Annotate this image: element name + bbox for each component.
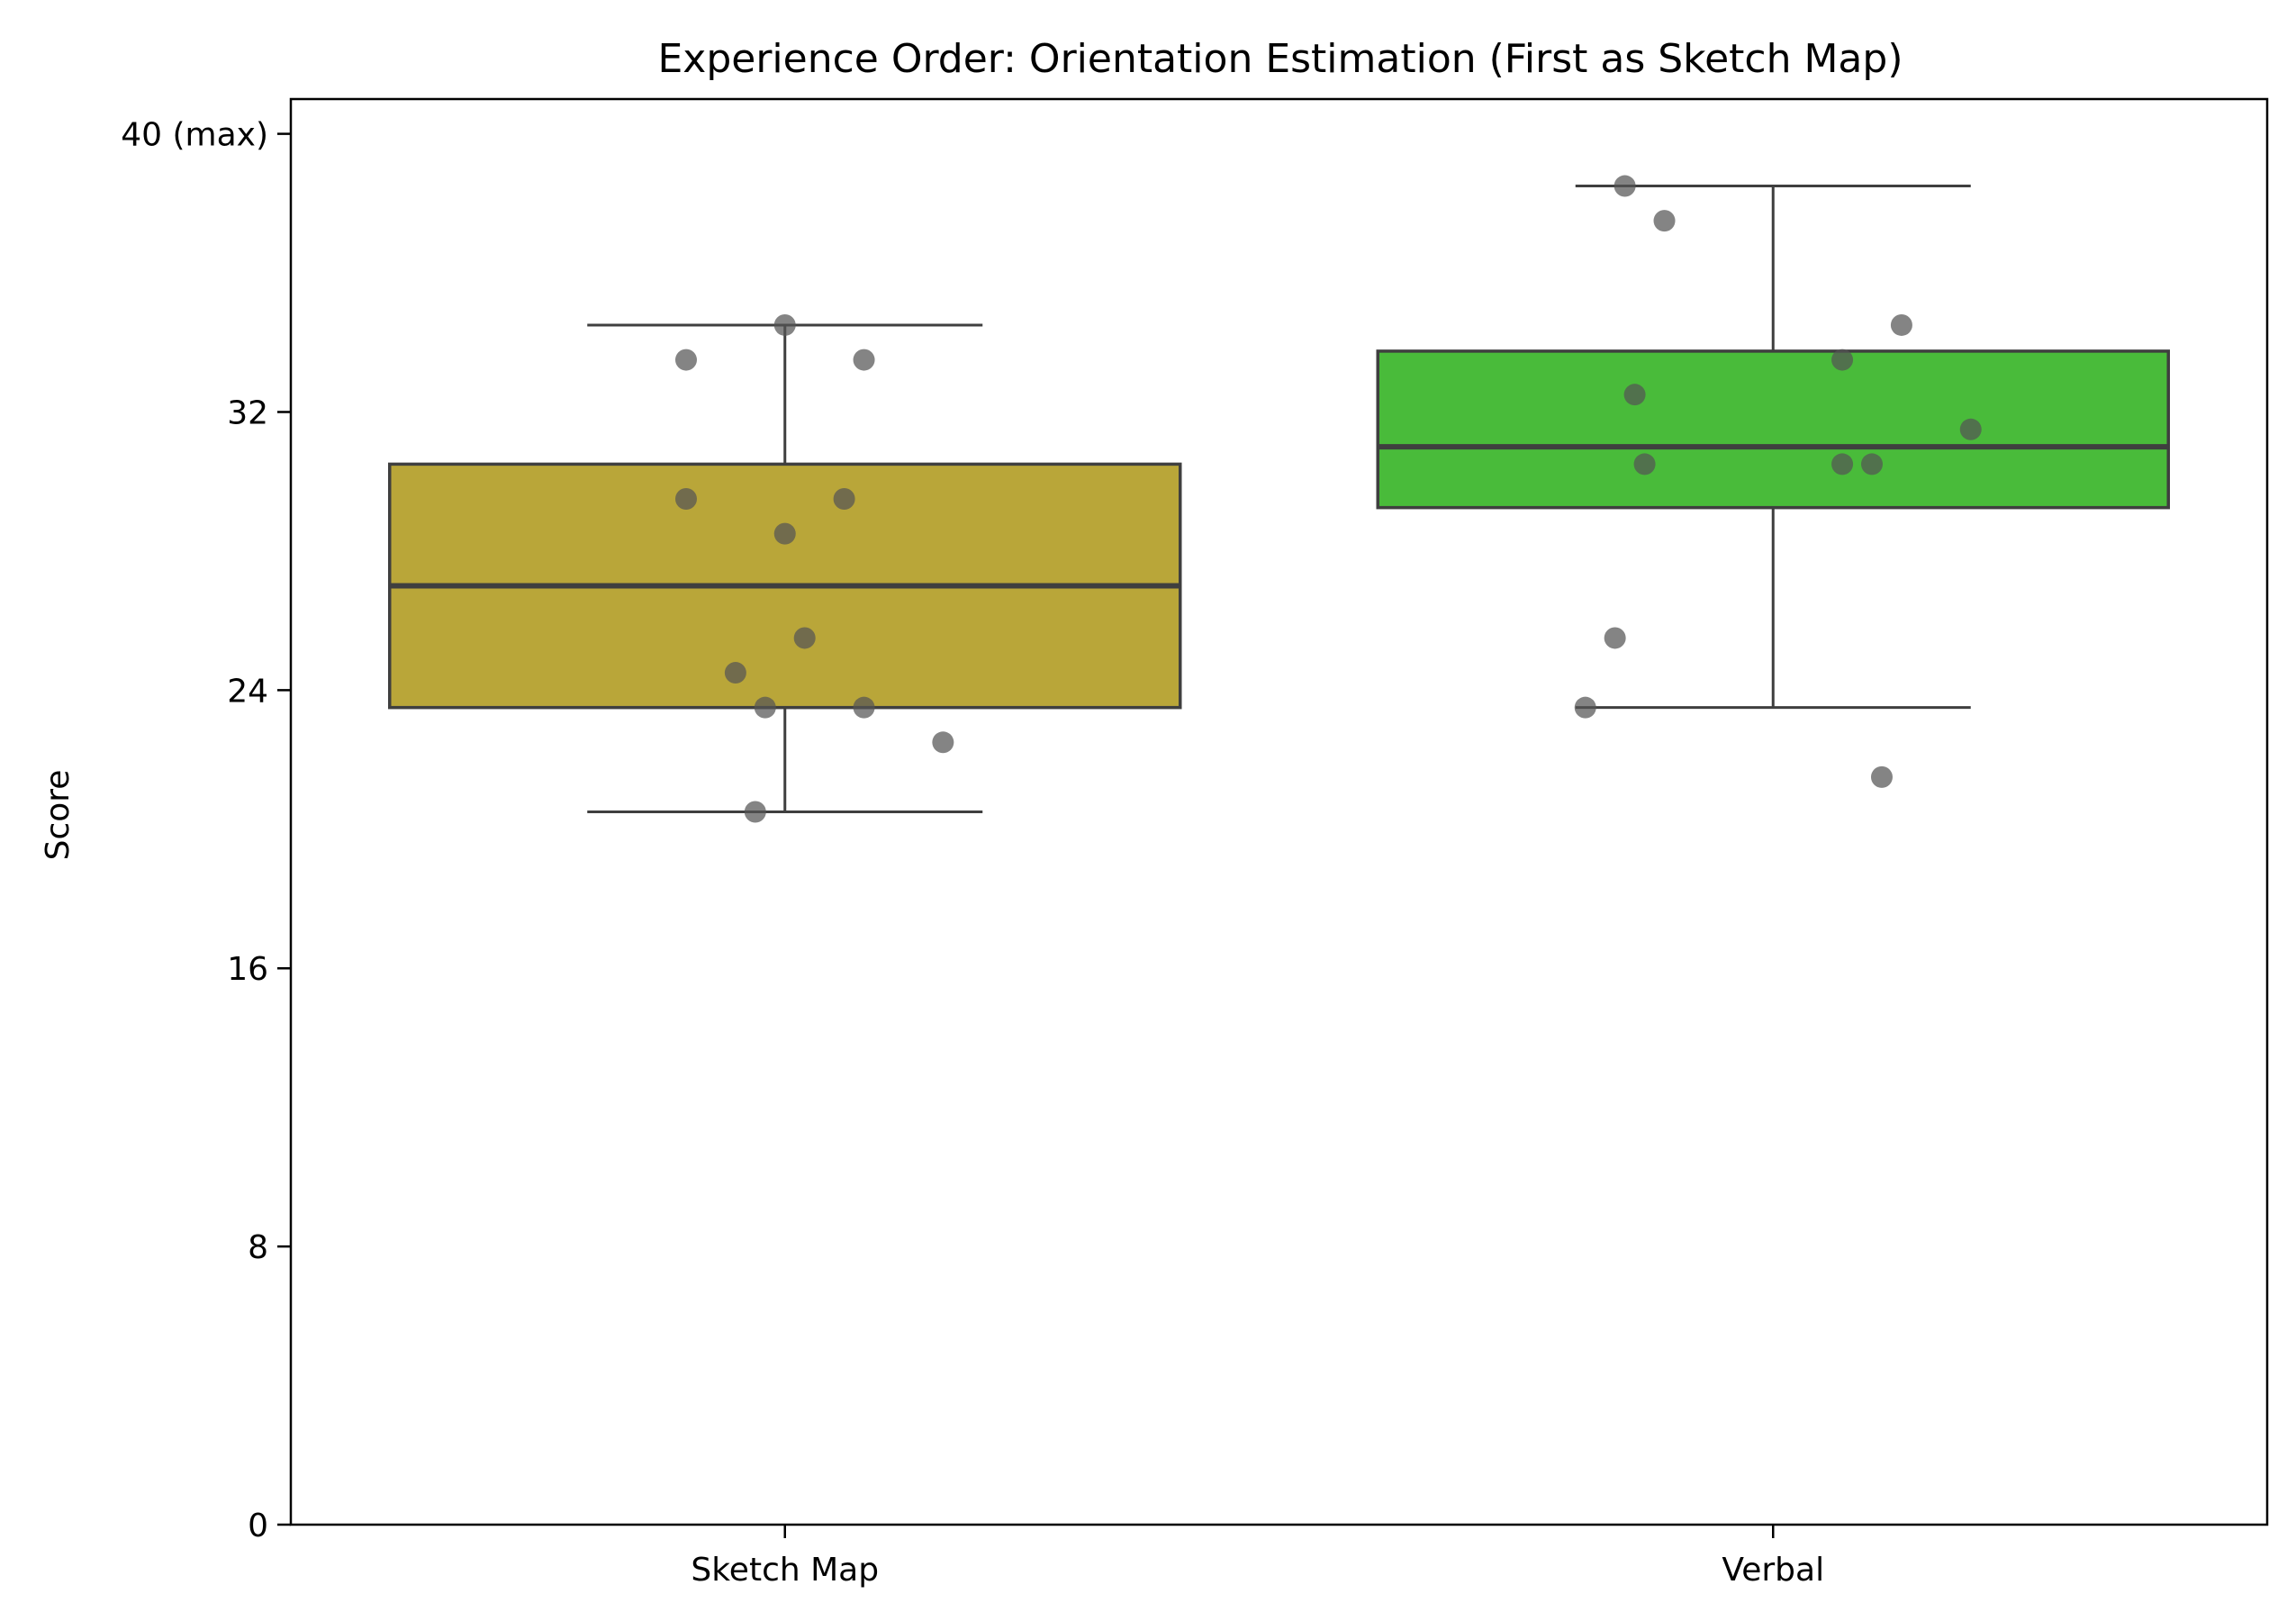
data-point [853, 349, 875, 371]
data-point [932, 731, 954, 754]
data-point [675, 349, 697, 371]
data-point [1890, 313, 1912, 336]
data-point [853, 696, 875, 719]
data-point [1861, 453, 1883, 475]
data-point [1614, 175, 1636, 197]
y-tick-label: 16 [227, 951, 268, 988]
data-point [1623, 384, 1646, 406]
data-point [1831, 349, 1854, 371]
y-axis-label: Score [40, 770, 77, 861]
plot-area: 0 8 16 24 32 40 (max) Sketch Map Verbal [121, 97, 2269, 1589]
data-point [833, 488, 855, 511]
chart-title: Experience Order: Orientation Estimation… [658, 36, 1903, 82]
data-point [724, 662, 746, 684]
data-point [675, 488, 697, 511]
data-point [1831, 453, 1854, 475]
data-point [744, 801, 766, 823]
y-tick-label: 24 [227, 673, 268, 710]
plot-frame [289, 97, 2269, 1526]
data-point [1653, 210, 1676, 232]
data-point [1959, 418, 1982, 440]
y-tick-label: 40 (max) [121, 117, 268, 154]
y-tick-label: 0 [248, 1508, 268, 1544]
x-tick-label: Sketch Map [691, 1552, 879, 1589]
data-point [1604, 627, 1626, 649]
box-verbal [1376, 349, 2170, 510]
data-point [1574, 696, 1596, 719]
data-point [773, 313, 796, 336]
data-point [754, 696, 776, 719]
data-point [793, 627, 816, 649]
y-tick-label: 8 [248, 1229, 268, 1266]
data-point [773, 522, 796, 545]
data-point [1633, 453, 1656, 475]
y-tick-label: 32 [227, 394, 268, 431]
x-tick-label: Verbal [1722, 1552, 1824, 1589]
data-point [1870, 765, 1893, 788]
